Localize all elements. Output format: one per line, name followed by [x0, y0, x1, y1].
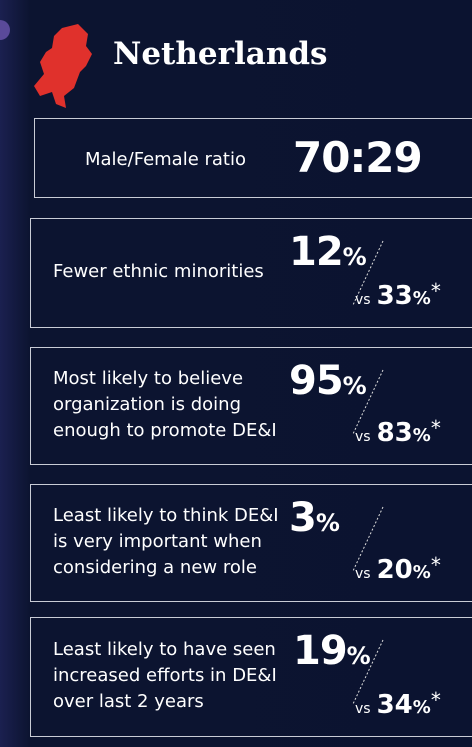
compare-unit: % — [412, 425, 431, 446]
stat-value: 3 — [289, 495, 317, 541]
compare-label: vs — [355, 292, 371, 308]
stat-label: considering a new role — [53, 557, 257, 578]
stat-label: Least likely to have seen — [53, 639, 276, 660]
compare-label: vs — [355, 429, 371, 445]
stat-unit: % — [315, 509, 340, 537]
stat-value-group: 95% — [289, 358, 367, 404]
compare-group: vs 83%* — [355, 416, 441, 448]
stat-box: Least likely to think DE&I is very import… — [30, 484, 472, 602]
compare-value: 83 — [376, 418, 413, 448]
compare-note: * — [430, 688, 441, 712]
stat-label: enough to promote DE&I — [53, 420, 277, 441]
compare-note: * — [430, 416, 441, 440]
stat-label: is very important when — [53, 531, 262, 552]
stat-box: Least likely to have seen increased effor… — [30, 617, 472, 737]
compare-value: 33 — [376, 281, 413, 311]
stat-label: Fewer ethnic minorities — [53, 261, 264, 282]
stat-label: organization is doing — [53, 394, 242, 415]
ratio-value: 70:29 — [293, 133, 423, 182]
compare-note: * — [430, 279, 441, 303]
stat-value: 95 — [289, 358, 344, 404]
stat-value-group: 19% — [293, 628, 371, 674]
compare-value: 34 — [376, 690, 413, 720]
stat-unit: % — [342, 243, 367, 271]
compare-group: vs 34%* — [355, 688, 441, 720]
compare-group: vs 33%* — [355, 279, 441, 311]
stat-unit: % — [346, 642, 371, 670]
dot — [0, 20, 10, 40]
compare-group: vs 20%* — [355, 553, 441, 585]
ratio-box: Male/Female ratio 70:29 — [34, 118, 472, 198]
stat-label: over last 2 years — [53, 691, 204, 712]
compare-label: vs — [355, 566, 371, 582]
stat-box: Most likely to believe organization is do… — [30, 347, 472, 465]
title: Netherlands — [113, 36, 328, 72]
compare-label: vs — [355, 701, 371, 717]
stat-unit: % — [342, 372, 367, 400]
stat-value: 12 — [289, 229, 344, 275]
map-icon — [34, 24, 92, 108]
ratio-label: Male/Female ratio — [85, 149, 247, 170]
stat-label: increased efforts in DE&I — [53, 665, 277, 686]
compare-unit: % — [412, 288, 431, 309]
compare-value: 20 — [376, 555, 413, 585]
stat-label: Least likely to think DE&I — [53, 505, 279, 526]
stat-box: Fewer ethnic minorities 12% vs 33%* — [30, 218, 472, 328]
compare-unit: % — [412, 697, 431, 718]
stat-label: Most likely to believe — [53, 368, 244, 389]
compare-note: * — [430, 553, 441, 577]
stat-value: 19 — [293, 628, 348, 674]
compare-unit: % — [412, 562, 431, 583]
stat-value-group: 12% — [289, 229, 367, 275]
stat-value-group: 3% — [289, 495, 340, 541]
